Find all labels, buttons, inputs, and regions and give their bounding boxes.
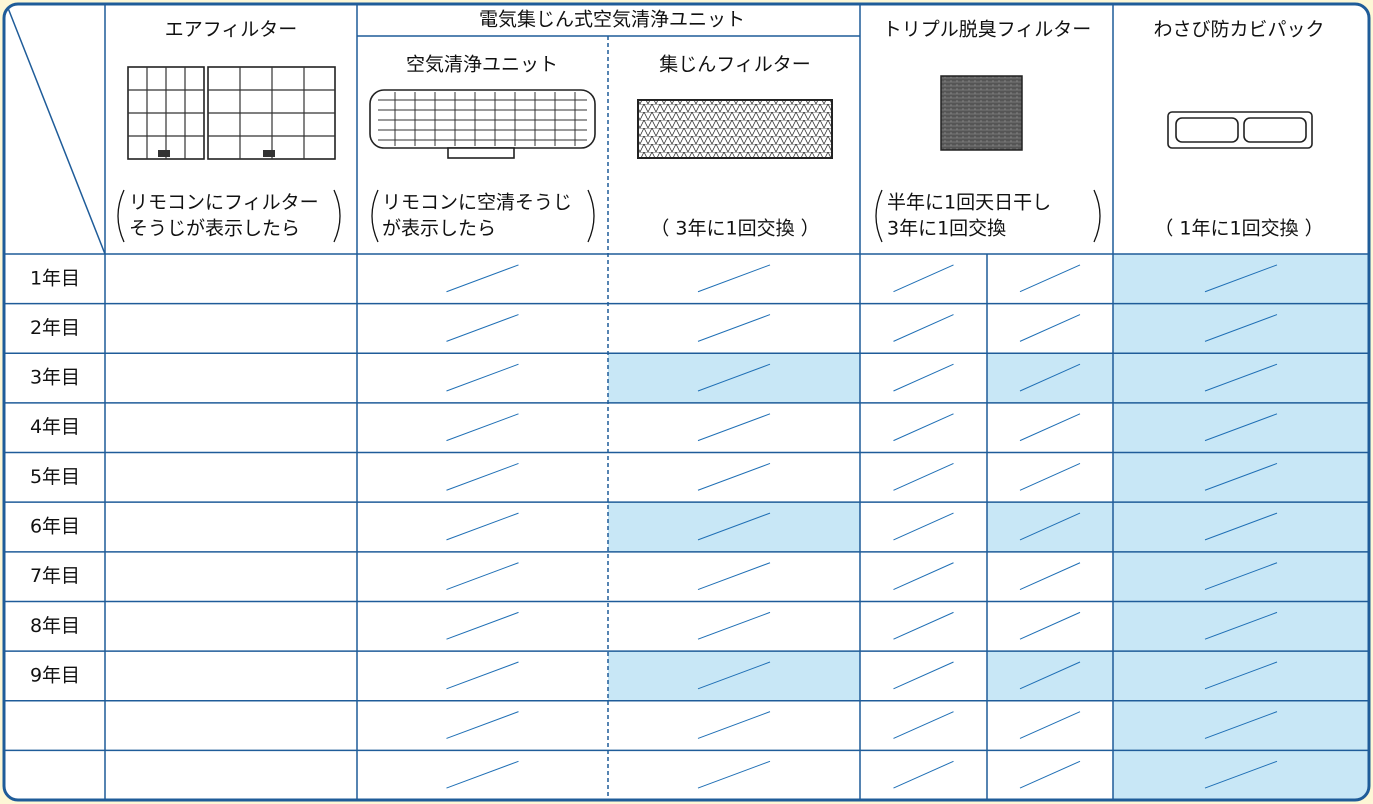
body	[446, 254, 1369, 800]
grid-lines	[4, 4, 1369, 800]
check-slash	[1204, 512, 1278, 541]
check-slash	[893, 264, 954, 293]
check-slash	[1019, 512, 1081, 541]
note-line: リモコンにフィルター	[129, 192, 319, 214]
row-label: 5年目	[30, 466, 80, 488]
row-label: 9年目	[30, 664, 80, 686]
check-slash	[1204, 314, 1278, 342]
check-slash	[446, 611, 519, 640]
column-title: 空気清浄ユニット	[406, 54, 558, 76]
check-slash	[1204, 562, 1278, 591]
deodorizer-picture	[940, 75, 1023, 151]
check-slash	[697, 314, 771, 342]
check-slash	[1019, 463, 1081, 491]
row-label: 1年目	[30, 267, 80, 289]
row-label: 2年目	[30, 317, 80, 339]
check-slash	[446, 264, 519, 293]
check-slash	[893, 661, 954, 690]
check-slash	[893, 413, 954, 442]
check-slash	[893, 463, 954, 491]
check-slash	[697, 264, 771, 293]
column-title: わさび防カビパック	[1153, 19, 1324, 41]
check-slash	[446, 661, 519, 690]
check-slash	[893, 512, 954, 541]
check-slash	[1019, 562, 1081, 590]
row-label: 4年目	[30, 416, 80, 438]
check-slash	[446, 413, 519, 442]
column-title: 集じんフィルター	[659, 54, 811, 76]
check-slash	[697, 711, 771, 739]
check-slash	[1204, 413, 1278, 442]
row-label: 6年目	[30, 516, 80, 538]
check-slash	[1019, 314, 1081, 342]
check-slash	[697, 760, 771, 789]
check-slash	[697, 661, 771, 690]
check-slash	[697, 512, 771, 541]
check-slash	[893, 562, 954, 590]
column-title: エアフィルター	[165, 19, 298, 41]
check-slash	[1204, 711, 1278, 739]
check-slash	[893, 711, 954, 739]
check-slash	[446, 512, 519, 541]
check-slash	[446, 562, 519, 591]
check-slash	[1204, 264, 1278, 293]
note: （ 1年に1回交換 ）	[1154, 218, 1323, 240]
check-slash	[1019, 264, 1081, 293]
check-slash	[1204, 760, 1278, 789]
check-slash	[1019, 760, 1081, 789]
row-label: 3年目	[30, 367, 80, 389]
check-slash	[893, 760, 954, 789]
dust-filter-picture	[637, 99, 833, 159]
check-slash	[893, 611, 954, 640]
check-slash	[1019, 661, 1081, 690]
parentheses	[117, 189, 1101, 243]
check-slash	[1019, 711, 1081, 739]
purifier-unit-picture	[369, 89, 596, 159]
check-slash	[446, 760, 519, 789]
row-label: 8年目	[30, 615, 80, 637]
check-slash	[1204, 363, 1278, 392]
check-slash	[893, 363, 954, 392]
check-slash	[697, 462, 771, 491]
check-slash	[446, 462, 519, 491]
check-slash	[697, 562, 771, 591]
note-line: 3年に1回交換	[887, 218, 1006, 240]
check-slash	[446, 711, 519, 739]
note-line: そうじが表示したら	[129, 218, 300, 240]
check-slash	[1019, 611, 1081, 640]
check-slash	[1204, 462, 1278, 491]
check-slash	[1204, 661, 1278, 690]
check-slash	[697, 363, 771, 392]
check-slash	[893, 314, 954, 342]
group-title: 電気集じん式空気清浄ユニット	[479, 9, 745, 31]
check-slash	[1204, 611, 1278, 640]
note-line: が表示したら	[382, 218, 496, 240]
row-label: 7年目	[30, 565, 80, 587]
check-slash	[1019, 363, 1081, 392]
note: （ 3年に1回交換 ）	[650, 218, 819, 240]
check-slash	[1019, 413, 1081, 442]
check-slash	[446, 314, 519, 342]
note-line: 半年に1回天日干し	[887, 192, 1051, 214]
check-slash	[446, 363, 519, 392]
check-slash	[697, 413, 771, 442]
wasabi-pack-picture	[1167, 111, 1313, 149]
check-slash	[697, 611, 771, 640]
column-title: トリプル脱臭フィルター	[883, 19, 1092, 41]
note-line: リモコンに空清そうじ	[382, 192, 572, 214]
air-filter-picture	[127, 66, 336, 160]
